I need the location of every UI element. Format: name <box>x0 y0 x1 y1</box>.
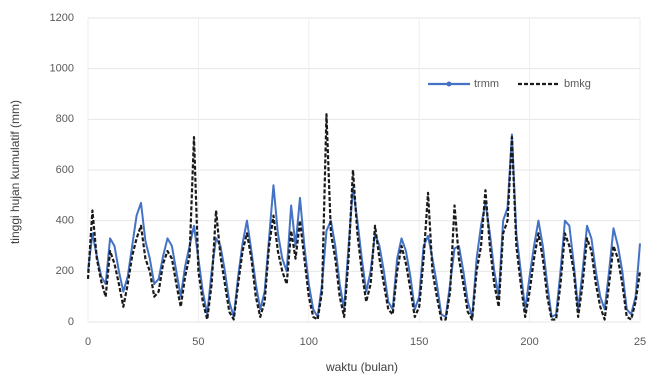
x-tick-label: 0 <box>85 336 91 348</box>
y-axis-title: tinggi hujan kumulatif (mm) <box>8 100 22 244</box>
x-tick-label: 25 <box>634 336 646 348</box>
series-line <box>87 133 641 318</box>
y-tick-label: 0 <box>68 316 74 328</box>
series-line <box>86 113 642 321</box>
x-tick-label: 150 <box>410 336 428 348</box>
x-axis-title: waktu (bulan) <box>325 360 398 374</box>
y-tick-label: 800 <box>56 113 74 125</box>
x-tick-label: 200 <box>520 336 538 348</box>
y-tick-label: 600 <box>56 164 74 176</box>
y-tick-label: 200 <box>56 265 74 277</box>
legend-label: bmkg <box>564 78 591 90</box>
x-tick-label: 100 <box>300 336 318 348</box>
x-tick-label: 50 <box>192 336 204 348</box>
y-tick-label: 1000 <box>50 63 74 75</box>
legend-label: trmm <box>474 78 499 90</box>
y-tick-label: 1200 <box>50 12 74 24</box>
y-tick-label: 400 <box>56 215 74 227</box>
legend-marker <box>446 81 452 87</box>
